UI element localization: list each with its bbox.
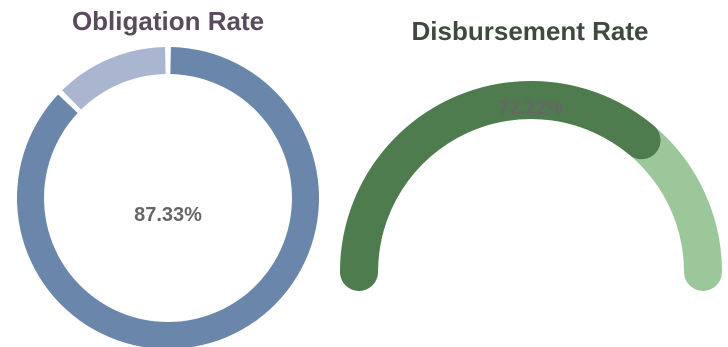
disbursement-rate-title: Disbursement Rate	[411, 16, 649, 46]
gauge-filled-arc	[340, 81, 661, 291]
disbursement-rate-value-label: 72.22%	[499, 98, 564, 119]
disbursement-rate-gauge	[340, 81, 722, 291]
donut-slice-1	[62, 47, 166, 110]
obligation-rate-title: Obligation Rate	[71, 6, 265, 36]
donut-slice-0	[17, 47, 319, 347]
obligation-rate-donut	[17, 47, 319, 347]
obligation-rate-value-label: 87.33%	[134, 204, 202, 226]
